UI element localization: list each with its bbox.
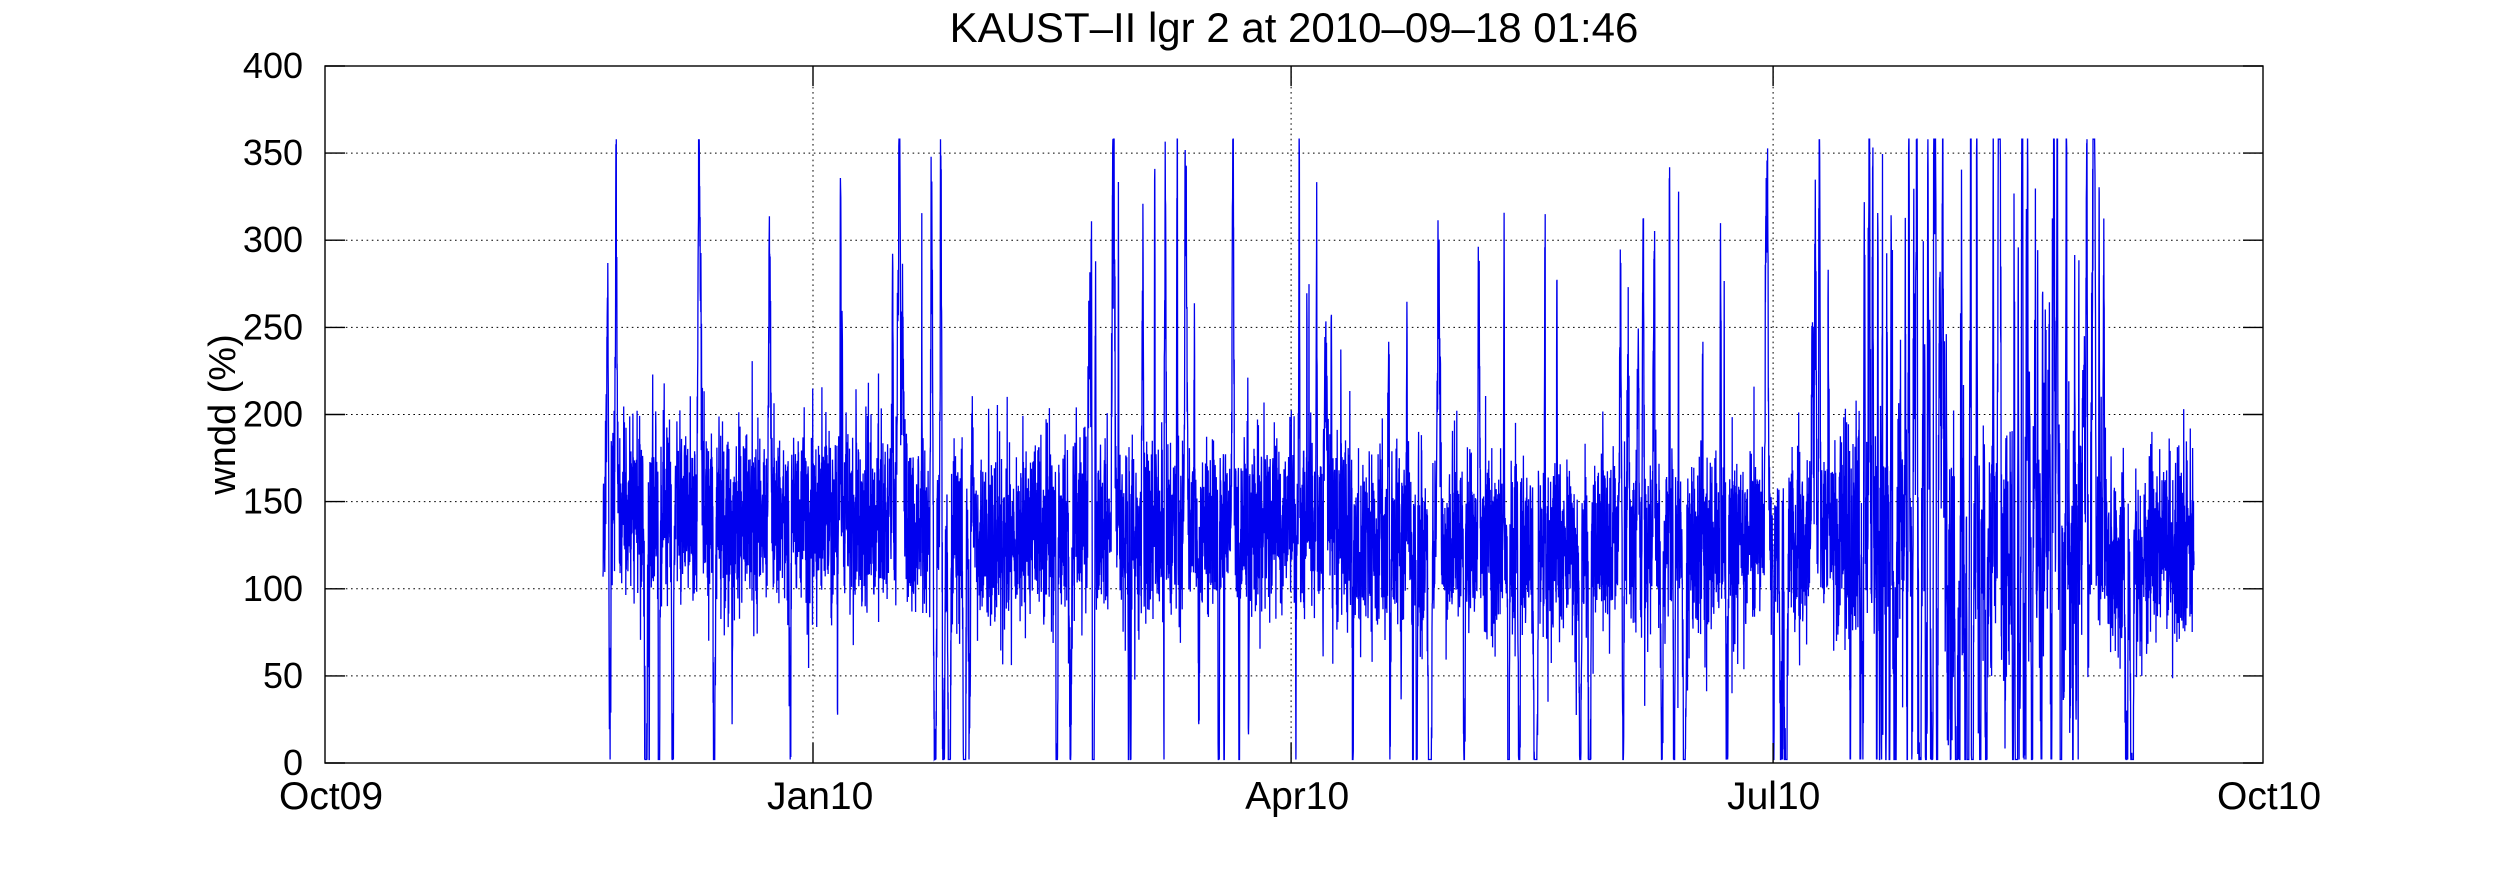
svg-text:350: 350 [243,132,303,173]
svg-text:KAUST–II lgr 2 at 2010–09–18 0: KAUST–II lgr 2 at 2010–09–18 01:46 [950,4,1639,51]
svg-text:Jan10: Jan10 [767,775,873,818]
svg-text:400: 400 [243,45,303,86]
svg-text:200: 200 [243,394,303,435]
svg-text:100: 100 [243,568,303,609]
svg-text:250: 250 [243,306,303,347]
svg-text:Apr10: Apr10 [1245,775,1349,818]
svg-text:Oct09: Oct09 [279,775,383,818]
svg-text:150: 150 [243,481,303,522]
svg-text:300: 300 [243,219,303,260]
svg-text:Jul10: Jul10 [1727,775,1820,818]
svg-text:wndd (%): wndd (%) [202,334,244,496]
svg-text:50: 50 [263,655,303,696]
svg-text:Oct10: Oct10 [2217,775,2321,818]
